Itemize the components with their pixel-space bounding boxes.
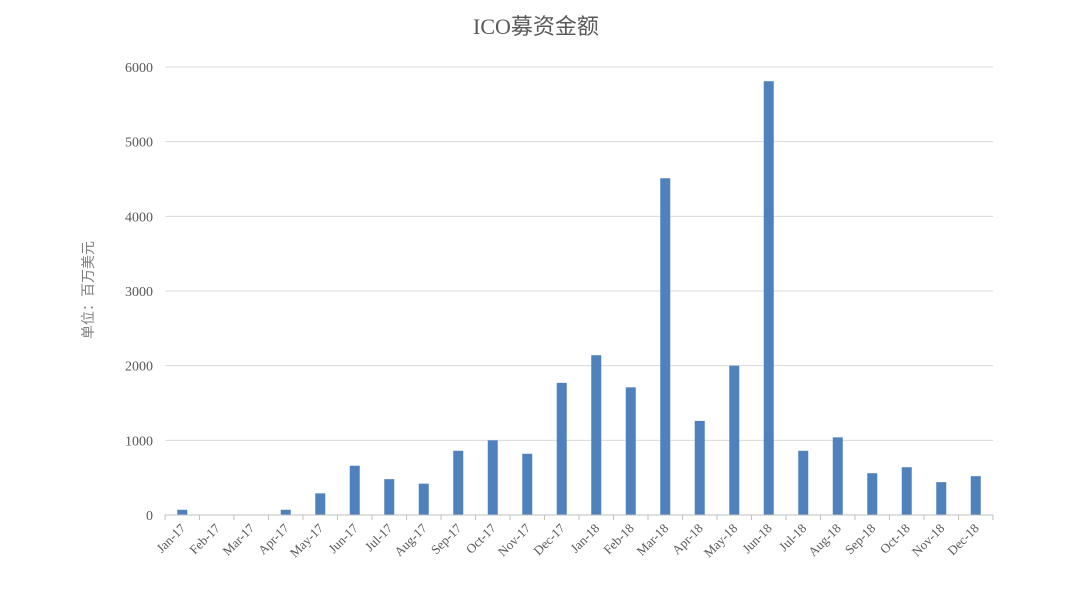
bar-may-18 <box>729 365 740 515</box>
x-tick-label: May-18 <box>701 521 741 561</box>
y-tick-label: 3000 <box>125 285 153 300</box>
x-tick-label: Jun-18 <box>739 521 775 557</box>
bar-jul-17 <box>384 479 395 515</box>
bar-aug-18 <box>832 437 843 515</box>
bar-apr-17 <box>280 509 291 515</box>
y-tick-label: 2000 <box>125 360 153 375</box>
y-tick-label: 6000 <box>125 61 153 76</box>
x-tick-label: Aug-17 <box>391 520 430 559</box>
x-tick-label: Mar-18 <box>633 521 671 559</box>
x-tick-label: Sep-17 <box>428 520 465 557</box>
x-tick-label: Apr-18 <box>669 521 706 558</box>
bar-feb-18 <box>625 387 636 515</box>
bar-jun-18 <box>763 81 774 515</box>
x-tick-label: Dec-18 <box>944 521 982 559</box>
bar-may-17 <box>315 493 326 515</box>
y-axis-ticks: 0 1000 2000 3000 4000 5000 6000 <box>125 61 153 524</box>
gridlines <box>165 66 993 516</box>
bar-jun-17 <box>349 465 360 515</box>
x-tick-label: Aug-18 <box>805 521 844 560</box>
x-tick-label: Apr-17 <box>255 520 292 557</box>
x-tick-label: May-17 <box>287 520 327 560</box>
bar-dec-17 <box>556 382 567 515</box>
x-tick-label: Mar-17 <box>219 520 257 558</box>
bar-sep-18 <box>867 473 878 515</box>
bar-nov-17 <box>522 453 533 515</box>
bar-apr-18 <box>694 420 705 515</box>
bar-nov-18 <box>936 482 947 515</box>
x-tick-label: Nov-18 <box>909 521 948 560</box>
bar-jan-18 <box>591 355 602 515</box>
x-tick-label: Feb-18 <box>600 521 637 558</box>
y-tick-label: 0 <box>146 509 153 524</box>
x-tick-label: Jun-17 <box>325 520 361 556</box>
y-tick-label: 1000 <box>125 434 153 449</box>
x-tick-label: Nov-17 <box>495 520 534 559</box>
x-tick-label: Oct-17 <box>463 520 499 556</box>
x-tick-label: Jan-18 <box>567 521 602 556</box>
bar-dec-18 <box>970 476 981 515</box>
x-tick-label: Feb-17 <box>186 520 223 557</box>
bar-jan-17 <box>177 509 188 515</box>
bar-mar-18 <box>660 178 671 515</box>
x-tick-label: Sep-18 <box>842 521 879 558</box>
chart-title: ICO募资金额 <box>473 14 599 39</box>
y-tick-label: 4000 <box>125 210 153 225</box>
x-tick-label: Jan-17 <box>153 520 188 555</box>
bars <box>177 81 981 515</box>
bar-aug-17 <box>418 483 429 515</box>
y-tick-label: 5000 <box>125 136 153 151</box>
bar-oct-17 <box>487 440 498 515</box>
bar-sep-17 <box>453 450 464 515</box>
y-axis-label: 单位：百万美元 <box>81 241 97 339</box>
x-tick-label: Oct-18 <box>877 521 913 557</box>
bar-jul-18 <box>798 450 809 515</box>
bar-oct-18 <box>901 467 912 515</box>
x-tick-label: Dec-17 <box>530 520 568 558</box>
